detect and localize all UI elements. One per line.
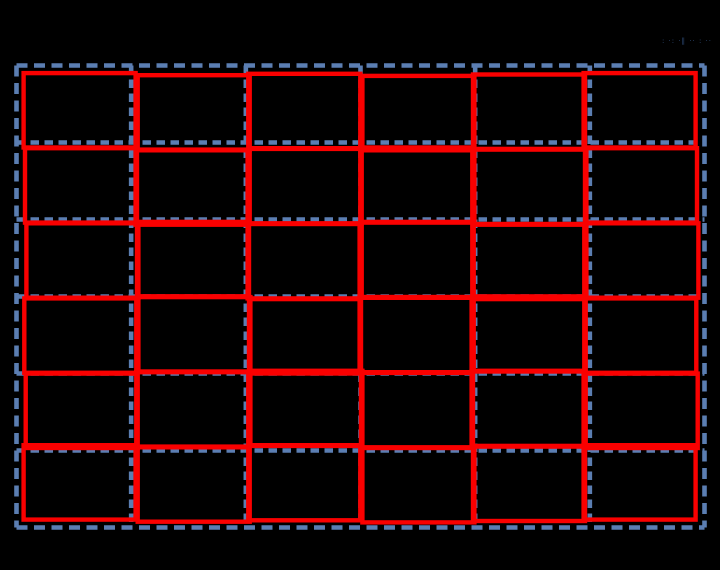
red-grid-cell — [135, 72, 252, 152]
red-grid-cell — [247, 146, 364, 226]
corner-annotation: : ·: ·‖ ·· : ·· — [661, 37, 712, 45]
red-grid-cell — [357, 295, 474, 375]
red-grid-cell — [21, 443, 138, 522]
red-grid-cell — [471, 294, 588, 373]
red-grid-cell — [136, 294, 253, 374]
red-grid-cell — [21, 70, 138, 150]
red-grid-cell — [246, 71, 363, 151]
red-grid-cell — [581, 443, 698, 522]
red-grid-cell — [582, 145, 700, 225]
red-grid-cell — [246, 443, 363, 523]
red-grid-cell — [360, 73, 477, 153]
red-grid-cell — [133, 148, 250, 227]
red-grid-cell — [22, 145, 140, 225]
red-grid-cell — [584, 221, 701, 300]
red-grid-cell — [470, 72, 588, 152]
red-grid-cell — [358, 145, 475, 225]
red-grid-cell — [470, 222, 587, 302]
red-grid-cell — [358, 370, 476, 450]
red-grid-cell — [583, 371, 700, 451]
red-grid-cell — [359, 220, 476, 300]
red-grid-cell — [469, 369, 586, 449]
red-grid-cell — [135, 445, 252, 524]
red-grid-cell — [581, 70, 698, 150]
red-grid-cell — [134, 219, 252, 299]
red-grid-cell — [134, 370, 251, 449]
red-grid-cell — [245, 221, 362, 301]
red-grid-cell — [472, 147, 589, 227]
red-grid-cell — [22, 296, 139, 375]
red-grid-cell — [248, 368, 365, 448]
red-grid-cell — [246, 296, 364, 376]
red-grid-cell — [470, 444, 588, 524]
red-grid-cell — [24, 221, 141, 300]
red-grid-cell — [23, 371, 140, 451]
red-grid-cell — [582, 296, 699, 375]
red-grid-cell — [360, 445, 477, 525]
